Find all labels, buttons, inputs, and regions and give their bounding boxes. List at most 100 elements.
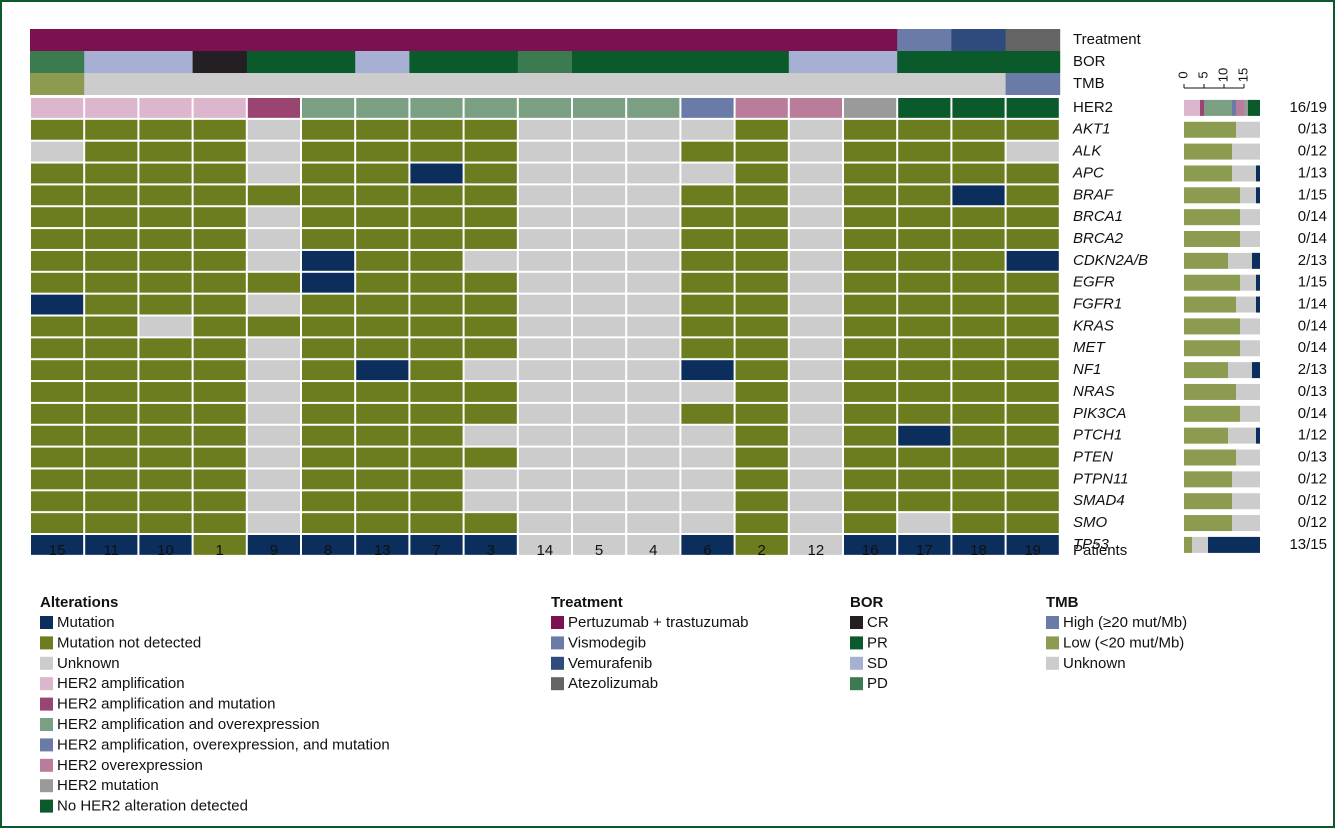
summary-bar <box>1184 318 1240 335</box>
track-cell <box>951 51 1006 73</box>
alteration-cell <box>518 338 571 359</box>
summary-bar <box>1184 471 1232 488</box>
alteration-cell <box>898 316 951 337</box>
alteration-cell <box>952 207 1005 228</box>
patient-label: 17 <box>916 542 933 559</box>
patient-label: 4 <box>649 542 657 559</box>
alteration-cell <box>573 250 626 271</box>
alteration-cell <box>952 382 1005 402</box>
track-cell <box>626 29 681 51</box>
legend-label: HER2 amplification and overexpression <box>57 716 320 733</box>
summary-bar <box>1184 296 1236 313</box>
alteration-cell <box>735 272 788 293</box>
track-cell <box>30 51 85 73</box>
alteration-cell <box>410 98 463 118</box>
track-cell <box>409 73 464 95</box>
alteration-cell <box>193 469 246 490</box>
alteration-cell <box>247 250 300 271</box>
track-cell <box>409 29 464 51</box>
alteration-cell <box>573 229 626 249</box>
alteration-cell <box>681 163 734 184</box>
alteration-cell <box>193 163 246 184</box>
gene-label: PTCH1 <box>1073 427 1122 444</box>
alteration-cell <box>302 382 355 402</box>
alteration-cell <box>464 403 517 424</box>
alteration-cell <box>139 513 192 533</box>
patient-label: 19 <box>1024 542 1041 559</box>
gene-label: BRAF <box>1073 186 1114 203</box>
alteration-cell <box>627 185 680 206</box>
alteration-cell <box>573 425 626 446</box>
alteration-cell <box>247 338 300 359</box>
alteration-cell <box>518 207 571 228</box>
alteration-cell <box>789 207 842 228</box>
summary-bar <box>1192 536 1208 553</box>
alteration-cell <box>85 491 138 512</box>
alteration-cell <box>952 185 1005 206</box>
alteration-cell <box>1006 513 1059 533</box>
alteration-cell <box>844 141 897 162</box>
alteration-cell <box>1006 98 1059 118</box>
summary-bar <box>1256 187 1260 204</box>
alteration-cell <box>247 535 300 555</box>
summary-bar <box>1240 405 1260 422</box>
legend-label: Vemurafenib <box>568 655 652 672</box>
alteration-cell <box>139 535 192 555</box>
alteration-cell <box>898 360 951 381</box>
legend-label: SD <box>867 655 888 672</box>
patient-label: 11 <box>104 542 120 559</box>
alteration-cell <box>464 141 517 162</box>
alteration-cell <box>139 141 192 162</box>
count-label: 0/12 <box>1298 143 1327 160</box>
summary-bar <box>1184 427 1228 444</box>
track-cell <box>84 73 139 95</box>
summary-bar <box>1232 515 1260 532</box>
alteration-cell <box>193 250 246 271</box>
alteration-cell <box>139 119 192 140</box>
legend-label: Pertuzumab + trastuzumab <box>568 614 749 631</box>
alteration-cell <box>573 338 626 359</box>
alteration-cell <box>681 185 734 206</box>
alteration-cell <box>356 425 409 446</box>
track-cell <box>572 29 627 51</box>
track-cell <box>843 29 898 51</box>
alteration-cell <box>302 98 355 118</box>
alteration-cell <box>356 141 409 162</box>
alteration-cell <box>356 338 409 359</box>
alteration-cell <box>302 141 355 162</box>
alteration-cell <box>573 119 626 140</box>
alteration-cell <box>898 119 951 140</box>
track-cell <box>138 51 193 73</box>
alteration-cell <box>573 316 626 337</box>
alteration-cell <box>844 425 897 446</box>
alteration-cell <box>31 141 84 162</box>
alteration-cell <box>1006 360 1059 381</box>
legend-swatch <box>850 656 863 670</box>
track-cell <box>30 29 85 51</box>
alteration-cell <box>193 535 246 555</box>
alteration-cell <box>1006 272 1059 293</box>
track-cell <box>138 73 193 95</box>
legend-swatch <box>40 799 53 813</box>
alteration-cell <box>735 250 788 271</box>
alteration-cell <box>735 535 788 555</box>
summary-bar <box>1228 362 1252 379</box>
summary-bar <box>1252 362 1260 379</box>
alteration-cell <box>31 163 84 184</box>
gene-label: CDKN2A/B <box>1073 252 1148 269</box>
alteration-cell <box>139 403 192 424</box>
alteration-cell <box>356 119 409 140</box>
alteration-cell <box>735 360 788 381</box>
track-cell <box>788 73 844 95</box>
summary-bar <box>1200 99 1204 116</box>
alteration-cell <box>952 513 1005 533</box>
track-cell <box>192 51 248 73</box>
summary-bar <box>1204 99 1232 116</box>
alteration-cell <box>518 294 571 315</box>
alteration-cell <box>627 119 680 140</box>
alteration-cell <box>302 425 355 446</box>
summary-bar <box>1184 99 1200 116</box>
track-cell <box>1005 29 1061 51</box>
alteration-cell <box>464 425 517 446</box>
alteration-cell <box>627 250 680 271</box>
